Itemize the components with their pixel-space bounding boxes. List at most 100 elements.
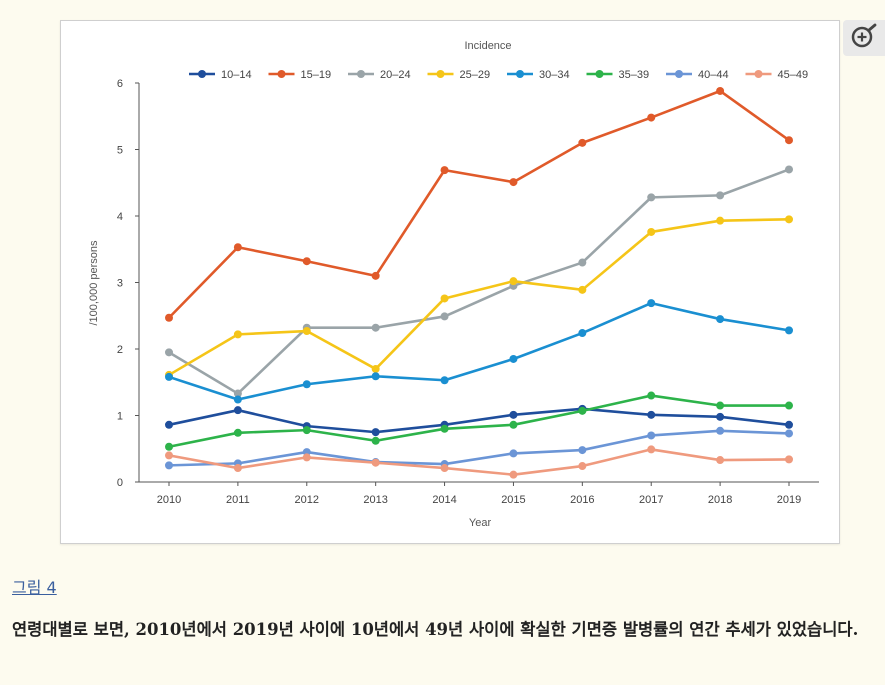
data-point bbox=[509, 178, 518, 187]
data-point bbox=[233, 406, 242, 415]
data-point bbox=[233, 464, 242, 473]
data-point bbox=[578, 138, 587, 147]
series-line-35-39 bbox=[167, 394, 791, 449]
data-point bbox=[165, 420, 173, 429]
data-point bbox=[647, 113, 656, 122]
x-tick-label: 2019 bbox=[777, 494, 801, 506]
legend-label: 45–49 bbox=[778, 69, 809, 81]
data-point bbox=[509, 470, 518, 479]
chart-frame: Incidence 0 1 2 3 4 5 6 2010 2011 2012 2013 2014 2015… bbox=[60, 20, 840, 544]
data-point bbox=[785, 136, 793, 145]
legend-swatch-marker bbox=[436, 70, 445, 78]
data-point bbox=[785, 326, 793, 335]
line-chart: Incidence 0 1 2 3 4 5 6 2010 2011 2012 2013 2014 2015… bbox=[88, 40, 819, 529]
data-point bbox=[165, 313, 173, 322]
data-point bbox=[578, 462, 587, 471]
data-point bbox=[647, 391, 656, 400]
data-point bbox=[785, 420, 793, 429]
data-point bbox=[785, 215, 793, 224]
data-point bbox=[165, 372, 173, 381]
data-point bbox=[440, 464, 449, 473]
y-tick-label: 6 bbox=[117, 78, 123, 90]
y-tick-label: 5 bbox=[117, 145, 123, 157]
data-point bbox=[716, 86, 725, 95]
data-point bbox=[371, 364, 380, 373]
zoom-in-icon bbox=[851, 23, 877, 48]
data-point bbox=[509, 420, 518, 429]
y-axis-label: /100,000 persons bbox=[88, 240, 100, 326]
data-point bbox=[440, 166, 449, 175]
legend-label: 30–34 bbox=[539, 69, 570, 81]
data-point bbox=[165, 451, 173, 460]
data-point bbox=[716, 401, 725, 410]
zoom-button[interactable] bbox=[843, 20, 885, 56]
x-tick-label: 2016 bbox=[570, 494, 594, 506]
data-point bbox=[647, 445, 656, 454]
legend-label: 25–29 bbox=[460, 69, 491, 81]
data-point bbox=[509, 354, 518, 363]
data-point bbox=[233, 428, 242, 437]
data-point bbox=[302, 426, 311, 435]
data-point bbox=[440, 294, 449, 303]
x-tick-label: 2017 bbox=[639, 494, 663, 506]
series-line-10-14 bbox=[167, 407, 791, 434]
data-point bbox=[716, 315, 725, 324]
data-point bbox=[716, 216, 725, 225]
legend-swatch-marker bbox=[198, 70, 206, 78]
series-line-20-24 bbox=[167, 168, 791, 395]
y-tick-label: 1 bbox=[117, 411, 123, 423]
y-tick-label: 3 bbox=[117, 278, 123, 290]
y-tick-label: 0 bbox=[117, 477, 123, 489]
data-point bbox=[578, 406, 587, 415]
x-tick-label: 2014 bbox=[432, 494, 456, 506]
data-point bbox=[647, 227, 656, 236]
data-point bbox=[165, 442, 173, 451]
data-point bbox=[785, 165, 793, 174]
data-point bbox=[578, 285, 587, 294]
series-line-45-49 bbox=[167, 448, 791, 476]
legend-label: 40–44 bbox=[698, 69, 729, 81]
data-point bbox=[302, 380, 311, 389]
data-point bbox=[578, 258, 587, 267]
legend-swatch-marker bbox=[277, 70, 286, 78]
data-point bbox=[371, 436, 380, 445]
series-line-30-34 bbox=[167, 301, 791, 401]
data-point bbox=[785, 401, 793, 410]
data-point bbox=[785, 429, 793, 438]
data-point bbox=[371, 428, 380, 437]
data-point bbox=[647, 193, 656, 202]
data-point bbox=[647, 431, 656, 440]
data-point bbox=[233, 389, 242, 398]
data-point bbox=[578, 329, 587, 338]
data-point bbox=[371, 458, 380, 467]
figure-link[interactable]: 그림 4 bbox=[12, 578, 57, 597]
chart-title: Incidence bbox=[464, 40, 511, 52]
data-point bbox=[440, 376, 449, 385]
data-point bbox=[509, 449, 518, 458]
data-point bbox=[578, 446, 587, 455]
x-tick-label: 2015 bbox=[501, 494, 525, 506]
x-tick-label: 2013 bbox=[363, 494, 387, 506]
data-point bbox=[716, 456, 725, 465]
legend-swatch-marker bbox=[754, 70, 763, 78]
x-tick-label: 2010 bbox=[157, 494, 181, 506]
x-tick-label: 2018 bbox=[708, 494, 732, 506]
data-point bbox=[165, 461, 173, 470]
data-point bbox=[647, 410, 656, 419]
series-line-25-29 bbox=[167, 218, 791, 377]
data-point bbox=[716, 426, 725, 435]
y-tick-label: 4 bbox=[117, 211, 123, 223]
data-point bbox=[716, 412, 725, 421]
data-point bbox=[440, 424, 449, 433]
data-point bbox=[647, 299, 656, 308]
x-tick-label: 2011 bbox=[226, 494, 250, 506]
data-point bbox=[785, 455, 793, 464]
legend-swatch-marker bbox=[357, 70, 365, 78]
data-point bbox=[371, 372, 380, 381]
series-line-40-44 bbox=[167, 429, 791, 467]
data-point bbox=[233, 330, 242, 339]
data-point bbox=[165, 348, 173, 357]
legend-label: 10–14 bbox=[221, 69, 252, 81]
data-point bbox=[371, 271, 380, 280]
y-tick-label: 2 bbox=[117, 344, 123, 356]
